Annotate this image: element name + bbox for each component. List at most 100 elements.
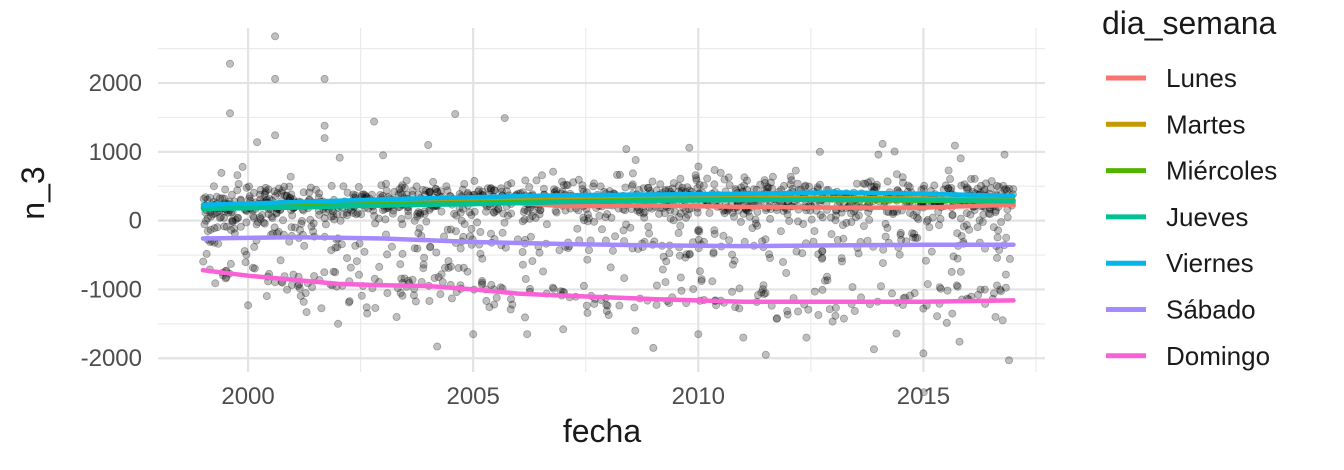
data-point bbox=[334, 319, 343, 328]
data-point bbox=[595, 211, 604, 220]
data-point bbox=[507, 209, 516, 218]
data-point bbox=[658, 265, 667, 274]
series-lines bbox=[200, 190, 1016, 305]
data-point bbox=[730, 212, 739, 221]
data-point bbox=[921, 256, 930, 265]
legend-label: Lunes bbox=[1166, 63, 1237, 93]
data-point bbox=[409, 291, 418, 300]
data-point bbox=[327, 246, 336, 255]
data-point bbox=[984, 209, 993, 218]
data-point bbox=[352, 257, 361, 266]
data-point bbox=[431, 184, 440, 193]
data-point bbox=[411, 297, 420, 306]
data-point bbox=[523, 206, 532, 215]
data-point bbox=[477, 280, 486, 289]
data-point bbox=[218, 194, 227, 203]
data-point bbox=[507, 179, 516, 188]
data-point bbox=[440, 263, 449, 272]
data-point bbox=[375, 262, 384, 271]
data-point bbox=[694, 330, 703, 339]
data-point bbox=[904, 181, 913, 190]
data-point bbox=[782, 268, 791, 277]
data-point bbox=[730, 256, 739, 265]
data-point bbox=[818, 285, 827, 294]
data-point bbox=[883, 223, 892, 232]
data-point bbox=[539, 184, 548, 193]
data-point bbox=[676, 209, 685, 218]
data-point bbox=[460, 220, 469, 229]
data-point bbox=[288, 211, 297, 220]
data-point bbox=[905, 183, 914, 192]
data-point bbox=[889, 209, 898, 218]
data-point bbox=[957, 181, 966, 190]
data-point bbox=[259, 218, 268, 227]
data-point bbox=[573, 224, 582, 233]
series-line bbox=[200, 234, 1016, 249]
data-point bbox=[248, 263, 257, 272]
data-point bbox=[357, 291, 366, 300]
data-point bbox=[225, 59, 234, 68]
data-point bbox=[327, 212, 336, 221]
data-point bbox=[370, 211, 379, 220]
data-point bbox=[400, 183, 409, 192]
data-point bbox=[552, 186, 561, 195]
data-point bbox=[503, 211, 512, 220]
data-point bbox=[465, 208, 474, 217]
data-point bbox=[870, 182, 879, 191]
data-point bbox=[630, 303, 639, 312]
data-point bbox=[425, 187, 434, 196]
data-point bbox=[536, 206, 545, 215]
data-point bbox=[535, 210, 544, 219]
legend-item: Jueves bbox=[1106, 202, 1248, 232]
data-point bbox=[890, 147, 899, 156]
y-tick-label: -1000 bbox=[81, 276, 142, 303]
data-point bbox=[548, 283, 557, 292]
data-point bbox=[881, 219, 890, 228]
data-point bbox=[611, 232, 620, 241]
data-point bbox=[261, 187, 270, 196]
data-point bbox=[579, 213, 588, 222]
data-point bbox=[487, 280, 496, 289]
data-point bbox=[608, 246, 617, 255]
data-point bbox=[558, 177, 567, 186]
data-point bbox=[250, 264, 259, 273]
data-point bbox=[675, 251, 684, 260]
data-point bbox=[506, 295, 515, 304]
data-point bbox=[320, 134, 329, 143]
data-point bbox=[233, 214, 242, 223]
data-point bbox=[814, 310, 823, 319]
data-point bbox=[791, 166, 800, 175]
legend-item: Domingo bbox=[1106, 341, 1270, 371]
data-point bbox=[206, 225, 215, 234]
data-point bbox=[241, 258, 250, 267]
scatter-points bbox=[199, 32, 1018, 397]
data-point bbox=[383, 289, 392, 298]
data-point bbox=[821, 276, 830, 285]
data-point bbox=[469, 330, 478, 339]
data-point bbox=[818, 254, 827, 263]
data-point bbox=[250, 242, 259, 251]
data-point bbox=[300, 241, 309, 250]
data-point bbox=[255, 213, 264, 222]
data-point bbox=[736, 217, 745, 226]
data-point bbox=[549, 167, 558, 176]
data-point bbox=[872, 180, 881, 189]
data-point bbox=[1005, 356, 1014, 365]
data-point bbox=[895, 250, 904, 259]
data-point bbox=[953, 282, 962, 291]
data-point bbox=[993, 233, 1002, 242]
data-point bbox=[331, 268, 340, 277]
data-point bbox=[697, 275, 706, 284]
data-point bbox=[297, 219, 306, 228]
data-point bbox=[351, 241, 360, 250]
data-point bbox=[804, 305, 813, 314]
data-point bbox=[1001, 270, 1010, 279]
data-point bbox=[877, 282, 886, 291]
data-point bbox=[825, 305, 834, 314]
data-point bbox=[256, 185, 265, 194]
data-point bbox=[906, 208, 915, 217]
data-point bbox=[551, 206, 560, 215]
data-point bbox=[766, 214, 775, 223]
data-point bbox=[559, 181, 568, 190]
data-point bbox=[520, 215, 529, 224]
